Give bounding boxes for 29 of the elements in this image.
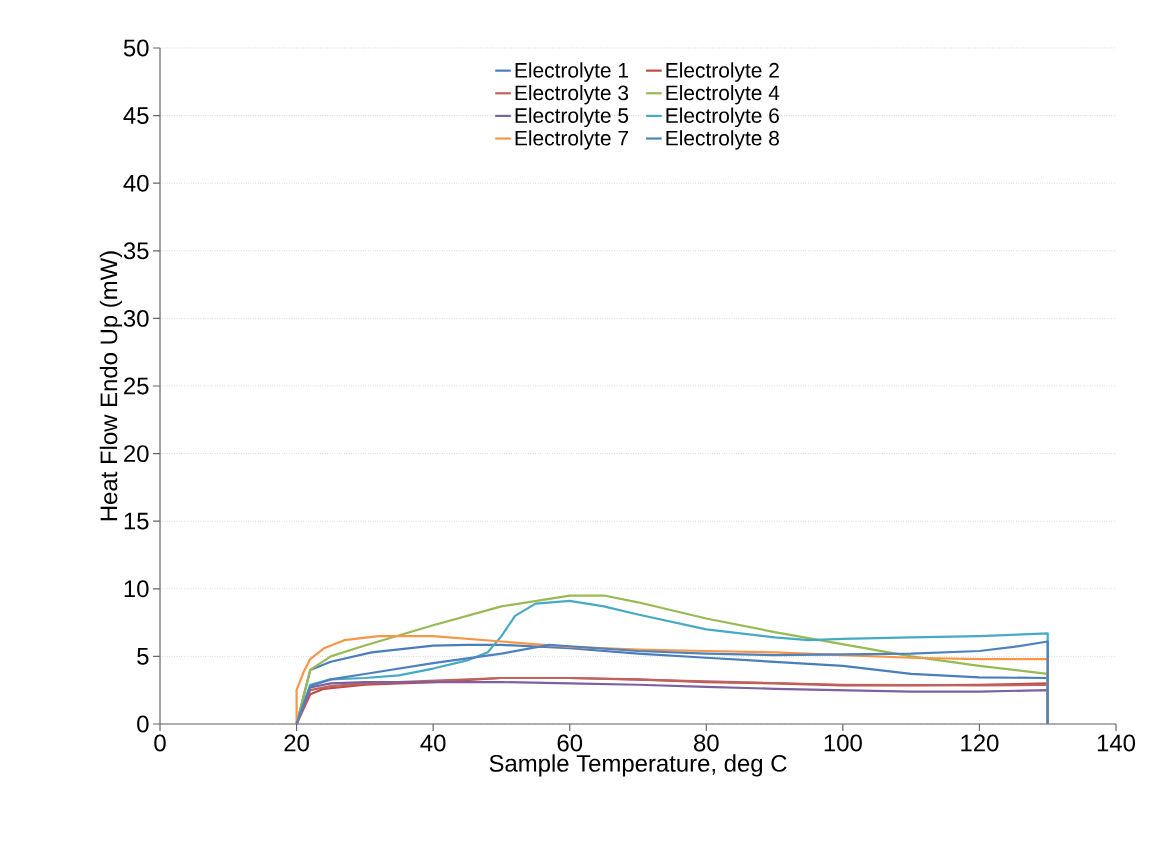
legend-label: Electrolyte 5 bbox=[515, 107, 629, 128]
x-tick-label: 80 bbox=[694, 734, 719, 752]
legend-label: Electrolyte 6 bbox=[666, 107, 779, 128]
legend-label: Electrolyte 1 bbox=[515, 62, 628, 82]
y-tick-label: 10 bbox=[124, 580, 149, 598]
y-tick-label: 0 bbox=[137, 715, 149, 733]
legend-label: Electrolyte 3 bbox=[515, 84, 629, 105]
legend-label: Electrolyte 7 bbox=[515, 130, 628, 150]
x-tick-label: 60 bbox=[557, 734, 583, 752]
legend-label: Electrolyte 8 bbox=[666, 130, 779, 150]
y-tick-label: 50 bbox=[123, 39, 149, 57]
x-tick-label: 20 bbox=[284, 734, 309, 752]
y-tick-label: 25 bbox=[124, 377, 149, 395]
legend-label: Electrolyte 4 bbox=[666, 84, 780, 105]
x-tick-label: 40 bbox=[420, 734, 446, 752]
y-tick-label: 20 bbox=[124, 445, 149, 463]
y-tick-label: 35 bbox=[123, 242, 149, 260]
legend-label: Electrolyte 2 bbox=[666, 62, 779, 82]
y-tick-label: 30 bbox=[123, 309, 149, 327]
x-tick-label: 0 bbox=[154, 734, 166, 752]
x-tick-label: 140 bbox=[1097, 734, 1136, 752]
x-axis-title: Sample Temperature, deg C bbox=[489, 754, 787, 777]
y-tick-label: 5 bbox=[137, 648, 149, 665]
y-tick-label: 40 bbox=[123, 174, 149, 192]
x-tick-label: 100 bbox=[824, 734, 862, 752]
y-tick-label: 15 bbox=[124, 512, 149, 530]
x-tick-label: 120 bbox=[961, 734, 999, 752]
y-tick-label: 45 bbox=[123, 107, 149, 124]
y-axis-title: Heat Flow Endo Up (mW) bbox=[99, 251, 123, 521]
